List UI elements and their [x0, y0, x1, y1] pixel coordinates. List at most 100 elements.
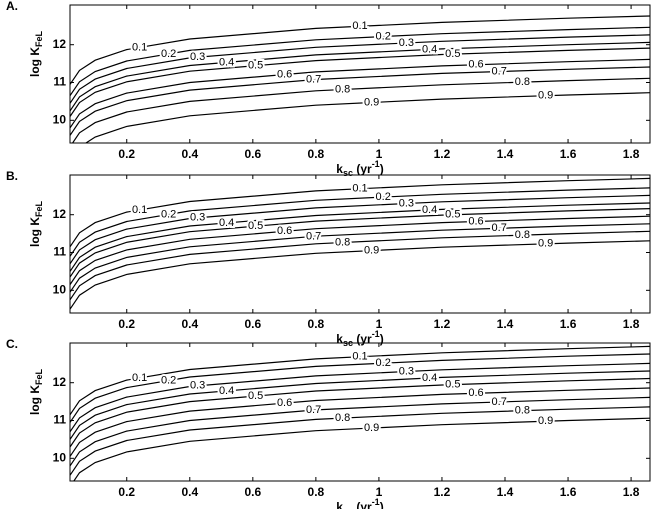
contour-label: 0.3	[190, 212, 205, 224]
contour-label: 0.5	[445, 379, 460, 391]
y-label-sub: FeL	[34, 201, 44, 218]
contour-label: 0.2	[161, 374, 176, 386]
contour-line	[70, 15, 650, 85]
contour-label: 0.4	[219, 385, 234, 397]
x-label-close: )	[380, 332, 384, 346]
contour-label: 0.9	[538, 238, 553, 250]
x-tick-label: 0.6	[244, 485, 261, 499]
x-label-close: )	[380, 500, 384, 509]
y-label-sub: FeL	[34, 369, 44, 386]
contour-label: 0.2	[161, 208, 176, 220]
x-label-sup: -1	[372, 329, 380, 339]
contour-label: 0.1	[132, 41, 147, 53]
x-tick-label: 0.4	[181, 317, 198, 331]
x-label-base: k	[336, 500, 343, 509]
x-tick-label: 0.6	[244, 147, 261, 161]
x-label-sub: sc	[343, 168, 353, 178]
x-tick-label: 0.2	[118, 485, 135, 499]
y-label-base: log K	[28, 385, 42, 415]
y-label: log KFeL	[28, 369, 44, 416]
panel-label: C.	[6, 337, 18, 351]
contour-label: 0.4	[422, 43, 437, 55]
contour-label: 0.8	[335, 83, 350, 95]
contour-line	[70, 377, 650, 448]
contour-label: 0.1	[132, 204, 147, 216]
plot-frame	[69, 342, 651, 482]
contour-label: 0.5	[445, 48, 460, 60]
contour-line	[70, 406, 650, 476]
x-tick-label: 1.2	[434, 147, 451, 161]
contour-line	[70, 396, 650, 467]
x-tick-label: 0.8	[308, 147, 325, 161]
panel: C. 0.1 0.1 0.2 0.2 0.3 0.3 0.4 0.4 0.5 0.5 0.6 0.6 0.…	[6, 337, 651, 509]
y-tick-label: 12	[53, 207, 67, 221]
contour-label: 0.9	[538, 90, 553, 102]
x-tick-label: 1.2	[434, 317, 451, 331]
contour-label: 0.3	[399, 197, 414, 209]
contour-label: 0.9	[538, 415, 553, 427]
contour-line	[70, 215, 650, 285]
x-tick-label: 1	[376, 317, 383, 331]
x-label-sub: sc	[343, 506, 353, 509]
contour-line	[70, 362, 650, 433]
contour-label: 0.6	[468, 387, 483, 399]
contour-line	[70, 41, 650, 112]
x-label-sup: -1	[372, 159, 380, 169]
contour-label: 0.3	[399, 365, 414, 377]
contour-label: 0.8	[335, 412, 350, 424]
contour-label: 0.5	[248, 220, 263, 232]
x-label-close: )	[380, 162, 384, 176]
contours	[70, 15, 650, 143]
x-tick-label: 1.8	[623, 147, 640, 161]
x-label-open: (yr	[353, 332, 372, 346]
contour-line	[84, 92, 650, 143]
contour-label: 0.7	[492, 222, 507, 234]
x-tick-label: 0.8	[308, 317, 325, 331]
y-tick-label: 12	[53, 37, 67, 51]
contour-line	[70, 66, 650, 136]
y-label-base: log K	[28, 217, 42, 247]
x-label-sup: -1	[372, 497, 380, 507]
y-label: log KFeL	[28, 31, 44, 78]
contour-line	[70, 208, 650, 278]
y-tick-label: 11	[53, 245, 66, 259]
contour-label: 0.9	[364, 244, 379, 256]
x-tick-label: 1.2	[434, 485, 451, 499]
x-tick-label: 1	[376, 147, 383, 161]
contour-line	[70, 202, 650, 272]
contour-line	[70, 47, 650, 117]
contour-label: 0.6	[468, 215, 483, 227]
contour-label: 0.8	[515, 229, 530, 241]
contour-label: 0.6	[277, 397, 292, 409]
x-label-open: (yr	[353, 500, 372, 509]
y-label: log KFeL	[28, 201, 44, 248]
panel-label: B.	[6, 169, 18, 183]
contour-line	[73, 417, 650, 481]
contour-label: 0.3	[399, 37, 414, 49]
x-tick-label: 0.2	[118, 317, 135, 331]
x-tick-label: 0.8	[308, 485, 325, 499]
contour-line	[70, 345, 650, 416]
x-tick-label: 0.2	[118, 147, 135, 161]
plot-frame	[69, 4, 651, 144]
x-tick-label: 1.6	[560, 147, 577, 161]
contour-label: 0.3	[190, 51, 205, 63]
contour-label: 0.5	[248, 390, 263, 402]
y-tick-label: 10	[53, 450, 67, 464]
x-label: ksc (yr-1)	[336, 329, 383, 348]
contour-label: 0.1	[352, 351, 367, 363]
y-tick-label: 10	[53, 282, 67, 296]
contour-line	[71, 77, 650, 143]
contour-label: 0.1	[132, 372, 147, 384]
plot-frame	[69, 174, 651, 314]
contour-label: 0.2	[376, 357, 391, 369]
contour-line	[70, 26, 650, 97]
contour-label: 0.6	[277, 68, 292, 80]
contour-label: 0.7	[492, 396, 507, 408]
contour-label: 0.5	[445, 209, 460, 221]
x-tick-label: 1.4	[497, 485, 514, 499]
x-label-base: k	[336, 332, 343, 346]
x-label: ksc (yr-1)	[336, 159, 383, 178]
x-label-open: (yr	[353, 162, 372, 176]
x-label-base: k	[336, 162, 343, 176]
